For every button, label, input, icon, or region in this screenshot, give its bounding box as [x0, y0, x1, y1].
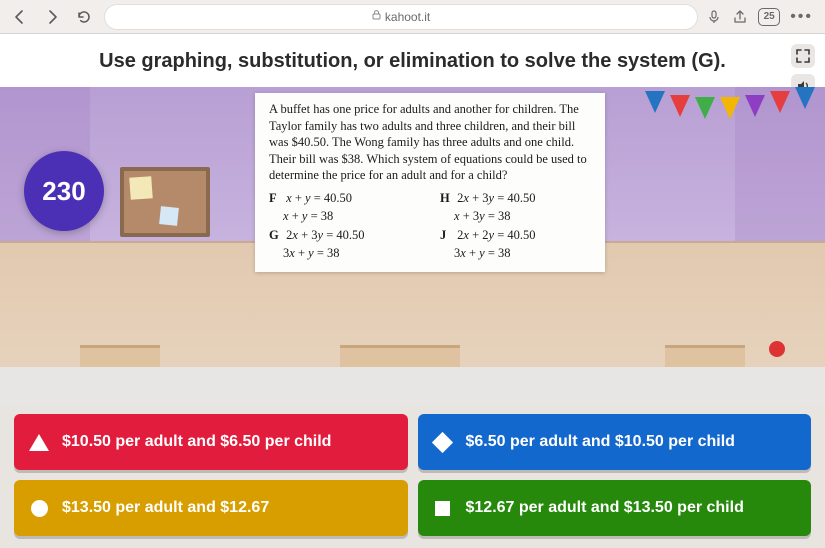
- answer-option-c[interactable]: $13.50 per adult and $12.67: [14, 480, 408, 536]
- option-j-line2: 3x + y = 38: [440, 245, 593, 262]
- answer-text: $10.50 per adult and $6.50 per child: [62, 432, 331, 452]
- option-g-line1: G 2x + 3y = 40.50: [269, 227, 422, 244]
- flag-icon: [795, 87, 815, 109]
- share-button[interactable]: [732, 9, 748, 25]
- square-icon: [432, 497, 454, 519]
- reload-icon: [76, 9, 92, 25]
- tab-count-label: 25: [764, 11, 775, 22]
- back-button[interactable]: [8, 5, 32, 29]
- bg-note: [159, 206, 179, 226]
- diamond-icon: [432, 431, 454, 453]
- tabs-button[interactable]: 25: [758, 8, 780, 26]
- bg-apple: [769, 341, 785, 357]
- forward-button[interactable]: [40, 5, 64, 29]
- question-title: Use graphing, substitution, or eliminati…: [50, 48, 775, 75]
- flag-icon: [670, 95, 690, 117]
- question-image-card: A buffet has one price for adults and an…: [255, 93, 605, 272]
- url-text: kahoot.it: [385, 10, 430, 24]
- flag-icon: [770, 91, 790, 113]
- timer: 230: [24, 151, 104, 231]
- flag-icon: [645, 91, 665, 113]
- game-stage: 230 A buffet has one price for adults an…: [0, 87, 825, 367]
- bg-bunting: [625, 87, 825, 157]
- option-h-line2: x + 3y = 38: [440, 208, 593, 225]
- timer-value: 230: [42, 176, 85, 207]
- answer-text: $13.50 per adult and $12.67: [62, 498, 269, 518]
- bg-note: [129, 176, 152, 199]
- bg-desk: [665, 345, 745, 367]
- flag-icon: [695, 97, 715, 119]
- bg-desk: [340, 345, 460, 367]
- flag-icon: [720, 97, 740, 119]
- option-g-line2: 3x + y = 38: [269, 245, 422, 262]
- lock-icon: [372, 10, 381, 23]
- bg-desk: [80, 345, 160, 367]
- share-icon: [732, 9, 748, 25]
- answer-text: $6.50 per adult and $10.50 per child: [466, 432, 735, 452]
- browser-toolbar: kahoot.it 25 •••: [0, 0, 825, 34]
- option-j-line1: J 2x + 2y = 40.50: [440, 227, 593, 244]
- question-prompt: A buffet has one price for adults and an…: [269, 101, 593, 184]
- option-f-line1: F x + y = 40.50: [269, 190, 422, 207]
- flag-icon: [745, 95, 765, 117]
- option-h-line1: H 2x + 3y = 40.50: [440, 190, 593, 207]
- answer-option-a[interactable]: $10.50 per adult and $6.50 per child: [14, 414, 408, 470]
- answer-option-b[interactable]: $6.50 per adult and $10.50 per child: [418, 414, 812, 470]
- triangle-icon: [28, 431, 50, 453]
- more-button[interactable]: •••: [790, 8, 813, 26]
- reload-button[interactable]: [72, 5, 96, 29]
- answer-text: $12.67 per adult and $13.50 per child: [466, 498, 744, 518]
- arrow-right-icon: [44, 9, 60, 25]
- question-header: Use graphing, substitution, or eliminati…: [0, 34, 825, 87]
- arrow-left-icon: [12, 9, 28, 25]
- option-f-line2: x + y = 38: [269, 208, 422, 225]
- answers-grid: $10.50 per adult and $6.50 per child $6.…: [0, 406, 825, 548]
- fullscreen-icon: [796, 49, 810, 63]
- circle-icon: [28, 497, 50, 519]
- answer-option-d[interactable]: $12.67 per adult and $13.50 per child: [418, 480, 812, 536]
- more-icon: •••: [790, 8, 813, 26]
- fullscreen-button[interactable]: [791, 44, 815, 68]
- url-bar[interactable]: kahoot.it: [104, 4, 698, 30]
- mic-icon: [706, 9, 722, 25]
- mic-button[interactable]: [706, 9, 722, 25]
